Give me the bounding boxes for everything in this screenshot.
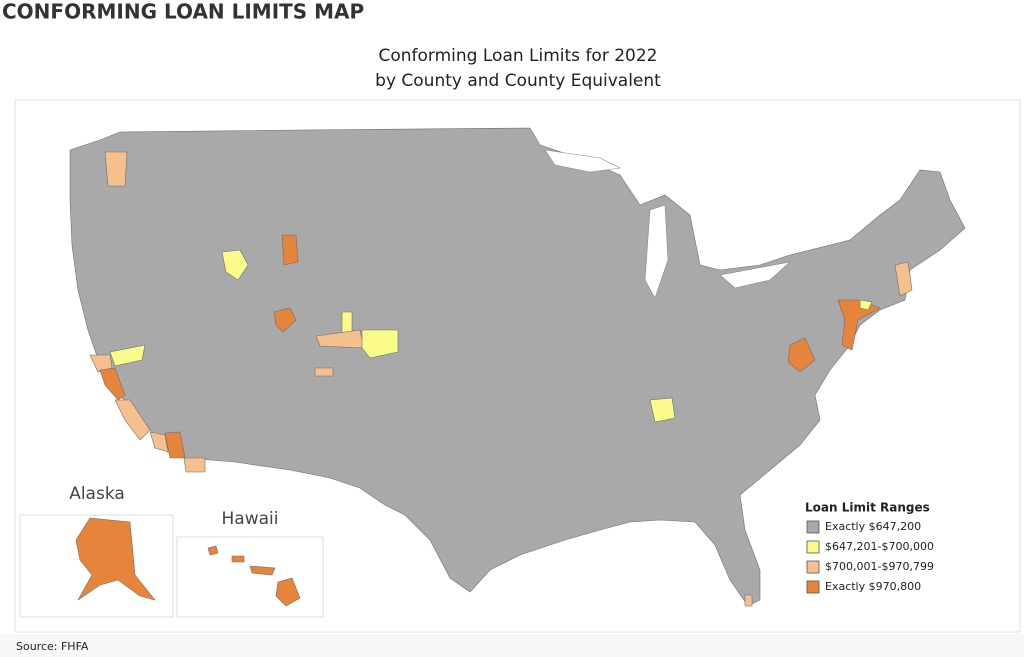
inset-label: Alaska (69, 484, 125, 504)
county-region (859, 299, 873, 311)
county-region (104, 151, 128, 187)
county-region (99, 367, 126, 401)
page-title: CONFORMING LOAN LIMITS MAP (2, 0, 364, 24)
source-note: Source: FHFA (16, 640, 89, 653)
county-region (361, 329, 399, 359)
county-region (894, 261, 913, 297)
county-region (149, 431, 169, 453)
inset-frame (176, 536, 324, 618)
map-subtitle: by County and County Equivalent (375, 71, 661, 91)
legend-label: Exactly $647,200 (825, 520, 921, 533)
legend-label: $700,001-$970,799 (825, 560, 934, 573)
legend: Exactly $647,200 $647,201-$700,000 $700,00… (806, 520, 934, 594)
legend-swatch (806, 540, 820, 554)
lake (719, 261, 791, 289)
legend-swatch (806, 580, 820, 594)
county-region (341, 311, 353, 334)
county-region (281, 234, 299, 266)
county-region (231, 555, 245, 563)
inset-label: Hawaii (222, 509, 279, 529)
county-region (314, 367, 334, 377)
legend-title: Loan Limit Ranges (805, 501, 930, 515)
county-region (89, 354, 113, 373)
county-region (75, 517, 156, 601)
lake (644, 204, 669, 299)
county-region (207, 545, 219, 556)
legend-label: $647,201-$700,000 (825, 540, 934, 553)
county-region (787, 337, 816, 373)
legend-swatch (806, 560, 820, 574)
county-region (275, 577, 301, 607)
county-region (273, 307, 297, 333)
county-region (114, 399, 151, 441)
county-region (649, 397, 676, 423)
county-region (249, 565, 276, 576)
legend-label: Exactly $970,800 (825, 580, 921, 593)
map-title: Conforming Loan Limits for 2022 (379, 46, 658, 66)
county-region (221, 249, 249, 281)
lake (544, 149, 622, 173)
footer-bar (0, 634, 1024, 657)
county-region (109, 344, 146, 367)
county-region (183, 457, 206, 473)
legend-swatch (806, 520, 820, 534)
county-region (744, 594, 753, 607)
